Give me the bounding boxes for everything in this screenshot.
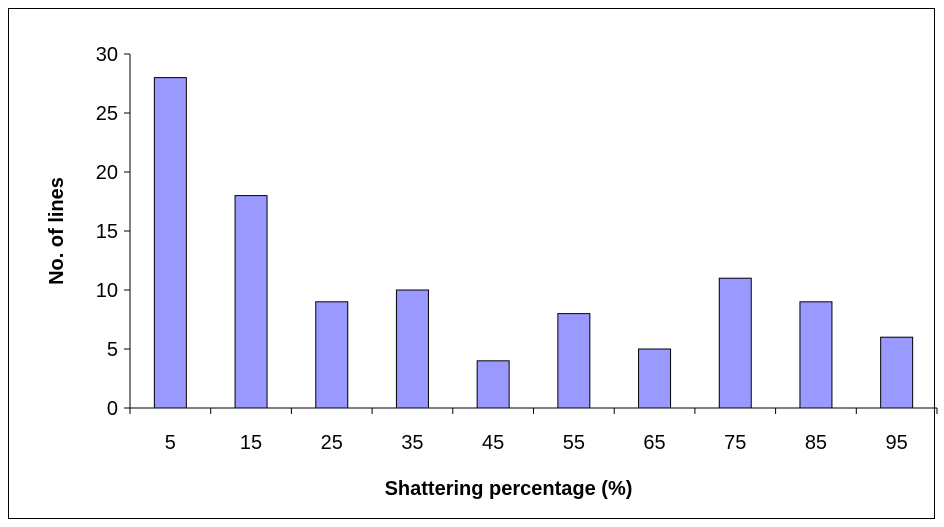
x-tick-label: 85 bbox=[805, 432, 827, 454]
x-tick-label: 45 bbox=[482, 432, 504, 454]
y-axis-title: No. of lines bbox=[46, 177, 68, 285]
x-axis-ticks: 5 15 25 35 45 55 65 75 85 95 bbox=[129, 408, 938, 454]
x-tick-label: 25 bbox=[321, 432, 343, 454]
bar-85 bbox=[799, 301, 833, 409]
bar-5 bbox=[153, 77, 187, 409]
y-tick-label: 5 bbox=[107, 339, 118, 361]
x-tick-label: 55 bbox=[563, 432, 585, 454]
bar-25 bbox=[315, 301, 349, 409]
y-tick-label: 15 bbox=[96, 221, 118, 243]
y-axis-ticks: 0 5 10 15 20 25 30 bbox=[96, 44, 130, 420]
x-tick-label: 65 bbox=[643, 432, 665, 454]
bar-55 bbox=[557, 313, 591, 409]
x-tick-label: 5 bbox=[165, 432, 176, 454]
y-tick-label: 25 bbox=[96, 103, 118, 125]
bar-95 bbox=[880, 336, 914, 409]
bar-45 bbox=[476, 360, 510, 409]
x-tick-label: 15 bbox=[240, 432, 262, 454]
x-axis-title: Shattering percentage (%) bbox=[385, 478, 633, 500]
bars bbox=[153, 77, 914, 409]
y-tick-label: 10 bbox=[96, 280, 118, 302]
x-tick-label: 95 bbox=[886, 432, 908, 454]
y-tick-label: 20 bbox=[96, 162, 118, 184]
bar-15 bbox=[234, 195, 268, 409]
bar-35 bbox=[395, 289, 429, 409]
y-tick-label: 30 bbox=[96, 44, 118, 66]
bar-75 bbox=[718, 277, 752, 409]
x-tick-label: 75 bbox=[724, 432, 746, 454]
bar-65 bbox=[638, 348, 672, 409]
y-tick-label: 0 bbox=[107, 398, 118, 420]
x-tick-label: 35 bbox=[401, 432, 423, 454]
